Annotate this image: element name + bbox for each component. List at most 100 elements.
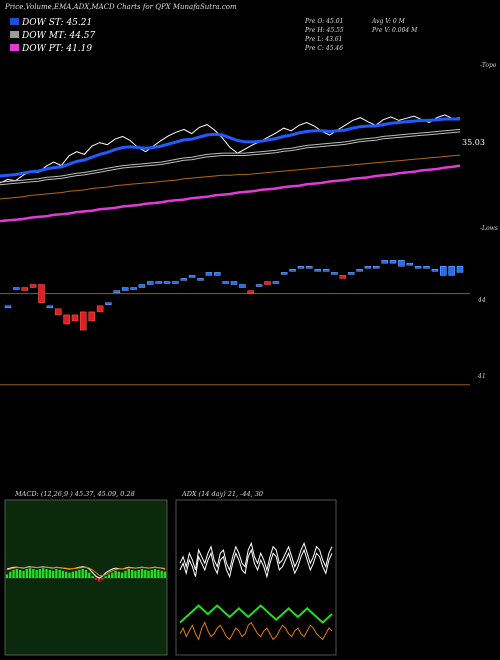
macd-bar-25 — [88, 572, 91, 578]
macd-bar-30 — [104, 576, 107, 578]
macd-signal-line — [6, 566, 166, 577]
macd-bar-39 — [134, 570, 137, 578]
macd-bar-41 — [140, 569, 144, 578]
candle-9 — [80, 311, 87, 331]
ema-series-ema-blue — [0, 117, 460, 178]
candle-53 — [448, 266, 455, 276]
macd-bar-3 — [15, 569, 19, 578]
macd-bar-10 — [38, 569, 42, 578]
macd-bar-9 — [35, 569, 38, 578]
dow-pt-label: DOW PT: 41.19 — [10, 44, 92, 54]
candle-44 — [373, 266, 380, 269]
dow-mt-label: DOW MT: 44.57 — [10, 31, 95, 41]
candle-2 — [21, 287, 28, 291]
level-41-label: 41 — [478, 373, 486, 380]
candle-45 — [381, 259, 388, 264]
macd-bar-31 — [107, 574, 111, 578]
candle-25 — [214, 272, 221, 276]
macd-bar-38 — [130, 569, 134, 578]
macd-bar-18 — [65, 571, 68, 578]
candle-12 — [105, 302, 112, 305]
macd-bar-5 — [22, 570, 25, 578]
macd-bar-7 — [28, 568, 32, 578]
ema-series-ema-brown — [0, 154, 461, 200]
macd-bar-24 — [84, 569, 88, 578]
candle-29 — [247, 290, 254, 294]
adx-series-orange — [179, 621, 333, 641]
stat-high: Pre H: 45.55 — [305, 27, 344, 34]
candle-34 — [289, 269, 296, 272]
candle-11 — [96, 305, 104, 313]
macd-bar-27 — [94, 578, 98, 580]
candle-52 — [440, 266, 447, 276]
macd-bar-47 — [160, 570, 163, 578]
candle-36 — [306, 266, 313, 269]
macd-bar-40 — [137, 569, 140, 578]
macd-bar-4 — [19, 569, 22, 578]
adx-box — [175, 499, 337, 656]
ema-series-price — [0, 114, 461, 184]
macd-bar-43 — [147, 570, 150, 578]
candle-50 — [423, 266, 430, 269]
macd-bar-21 — [74, 570, 78, 578]
macd-bar-15 — [55, 569, 58, 578]
adx-series-di-minus — [179, 548, 333, 579]
candle-17 — [147, 281, 154, 285]
candle-24 — [205, 272, 213, 276]
candle-8 — [71, 314, 79, 322]
candle-13 — [113, 290, 121, 293]
adx-series-adx — [179, 604, 333, 624]
price-panel — [0, 259, 470, 386]
macd-bar-8 — [32, 569, 35, 578]
candle-20 — [172, 281, 179, 284]
candle-41 — [347, 272, 355, 275]
ema-series-ema-gray-a — [0, 128, 461, 183]
dow-st-swatch — [10, 18, 19, 25]
candle-35 — [297, 266, 305, 269]
stat-open: Pre O: 45.01 — [305, 18, 344, 25]
candle-5 — [46, 305, 54, 309]
macd-panel — [4, 499, 168, 656]
candle-51 — [431, 269, 439, 272]
candle-19 — [163, 281, 171, 284]
stat-low: Pre L: 43.61 — [305, 36, 343, 43]
ema-value-label: 35.03 — [462, 138, 485, 147]
candle-0 — [4, 305, 12, 309]
macd-bar-14 — [51, 570, 55, 578]
candle-46 — [389, 259, 397, 264]
candle-39 — [331, 272, 338, 275]
macd-bar-44 — [150, 569, 153, 578]
level-44-label: 44 — [478, 297, 486, 304]
candle-3 — [29, 284, 37, 288]
candle-40 — [339, 275, 347, 279]
candle-1 — [13, 287, 20, 290]
candle-33 — [280, 272, 288, 275]
macd-bar-17 — [61, 570, 65, 578]
candle-16 — [138, 284, 146, 288]
candle-15 — [130, 287, 137, 290]
candle-21 — [180, 278, 188, 281]
candle-23 — [197, 278, 204, 281]
macd-bar-23 — [81, 569, 84, 578]
macd-bar-16 — [58, 569, 61, 578]
macd-bar-36 — [124, 570, 127, 578]
stat-close: Pre C: 45.46 — [305, 45, 344, 52]
dow-st-label: DOW ST: 45.21 — [10, 18, 92, 28]
macd-bar-12 — [45, 569, 48, 578]
ema-series-ema-magenta — [0, 164, 461, 223]
candle-47 — [398, 259, 405, 267]
ema-series-ema-gray-b — [0, 131, 461, 186]
chart-title: Price,Volume,EMA,ADX,MACD Charts for QPX… — [5, 3, 237, 11]
candle-49 — [414, 266, 422, 269]
macd-bar-34 — [117, 571, 121, 578]
candle-54 — [456, 266, 464, 273]
macd-bar-29 — [101, 578, 104, 580]
candle-37 — [314, 269, 321, 272]
candle-48 — [406, 262, 414, 266]
candle-14 — [121, 287, 129, 291]
candle-31 — [264, 281, 271, 285]
stat-prev-volume: Pre V: 0.004 M — [372, 27, 418, 34]
macd-label: MACD: (12,26,9 ) 45.37, 45.09, 0.28 — [15, 490, 135, 498]
adx-label: ADX (14 day) 21, -44, 30 — [182, 490, 264, 498]
lows-label: -Lows — [480, 225, 498, 232]
